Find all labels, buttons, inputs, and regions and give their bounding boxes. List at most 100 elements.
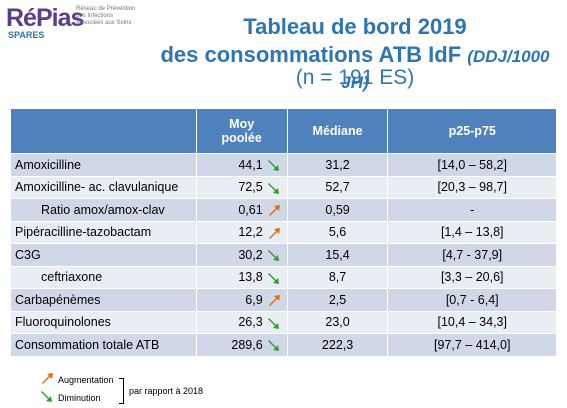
cell-text: Amoxicilline [15, 157, 81, 172]
table-row: Amoxicilline 44,1 31,2 [14,0 – 58,2] [10, 153, 557, 177]
table-cell: 0,61 [195, 198, 288, 222]
table-cell: 8,7 [286, 265, 389, 289]
table-cell: ceftriaxone [10, 265, 197, 289]
table-cell: C3G [10, 243, 197, 267]
cell-text: 222,3 [321, 337, 354, 352]
table-cell: 26,3 [195, 310, 288, 334]
subtitle: (n = 191 ES) [295, 66, 415, 89]
title: Tableau de bord 2019 [243, 14, 467, 39]
table-row: Fluoroquinolones 26,3 23,0 [10,4 – 34,3] [10, 310, 557, 334]
table-cell: 5,6 [286, 220, 389, 244]
table-cell: 2,5 [286, 288, 389, 312]
table-cell: [10,4 – 34,3] [387, 310, 557, 334]
cell-text: Fluoroquinolones [15, 315, 111, 330]
cell-text: [0,7 - 6,4] [445, 292, 499, 307]
table-row: C3G 30,2 15,4 [4,7 - 37,9] [10, 243, 557, 267]
table-cell: [1,4 – 13,8] [387, 220, 557, 244]
legend-note: par rapport à 2018 [129, 386, 204, 396]
cell-text: 31,2 [325, 157, 350, 172]
table-cell: 289,6 [195, 333, 288, 357]
table-cell: Consommation totale ATB [10, 333, 197, 357]
cell-text: 30,2 [238, 247, 263, 262]
header-row: Moy poolée Médiane p25-p75 [10, 108, 557, 154]
table-cell: 72,5 [195, 175, 288, 199]
cell-text: 26,3 [238, 315, 263, 330]
table-cell: 30,2 [195, 243, 288, 267]
cell-text: 72,5 [238, 180, 263, 195]
cell-text: [10,4 – 34,3] [437, 315, 507, 330]
table-cell: 0,59 [286, 198, 389, 222]
arrow-up [267, 292, 283, 308]
table-cell: 15,4 [286, 243, 389, 267]
cell-text: 0,59 [325, 202, 350, 217]
legend-down-icon [40, 388, 56, 404]
cell-text: [20,3 – 98,7] [437, 180, 507, 195]
logo: RéPias [6, 4, 84, 32]
cell-text: 289,6 [231, 337, 263, 352]
legend-down: Diminution [58, 393, 101, 403]
table-cell: Ratio amox/amox-clav [10, 198, 197, 222]
arrow-down [267, 337, 283, 353]
cell-text: 2,5 [328, 292, 347, 307]
cell-text: 8,7 [328, 270, 347, 285]
table-cell: - [387, 198, 557, 222]
cell-text: Ratio amox/amox-clav [41, 202, 165, 217]
table-cell: [4,7 - 37,9] [387, 243, 557, 267]
cell-text: [97,7 – 414,0] [434, 337, 511, 352]
cell-text: Consommation totale ATB [15, 337, 160, 352]
header-cell: p25-p75 [387, 108, 557, 154]
arrow-up [267, 225, 283, 241]
table: Moy poolée Médiane p25-p75 Amoxicilline 4… [10, 108, 557, 357]
cell-text: 15,4 [325, 247, 350, 262]
cell-text: 0,61 [238, 202, 263, 217]
table-cell: Pipéracilline-tazobactam [10, 220, 197, 244]
bracket [119, 378, 124, 404]
table-cell: Amoxicilline [10, 153, 197, 177]
cell-text: [14,0 – 58,2] [437, 157, 507, 172]
legend-up: Augmentation [58, 375, 114, 385]
table-cell: [20,3 – 98,7] [387, 175, 557, 199]
cell-text: Amoxicilline- ac. clavulanique [15, 180, 179, 195]
table-cell: 12,2 [195, 220, 288, 244]
cell-text: 52,7 [325, 180, 350, 195]
table-row: Ratio amox/amox-clav 0,61 0,59 - [10, 198, 557, 222]
table-cell: [3,3 – 20,6] [387, 265, 557, 289]
cell-text: 6,9 [245, 292, 263, 307]
arrow-up [267, 202, 283, 218]
cell-text: 44,1 [238, 157, 263, 172]
cell-text: [1,4 – 13,8] [440, 225, 504, 240]
table-cell: 44,1 [195, 153, 288, 177]
header-cell: Moy poolée [195, 108, 288, 154]
cell-text: Carbapénèmes [15, 292, 101, 307]
header-cell: Médiane [286, 108, 389, 154]
cell-text: C3G [15, 247, 41, 262]
header-cell [10, 108, 197, 154]
table-cell: 6,9 [195, 288, 288, 312]
table-cell: Amoxicilline- ac. clavulanique [10, 175, 197, 199]
table-cell: Carbapénèmes [10, 288, 197, 312]
cell-text: - [470, 202, 475, 217]
cell-text: ceftriaxone [41, 270, 103, 285]
title-unit: (DDJ/1000 JH) [341, 47, 550, 92]
table-row: Carbapénèmes 6,9 2,5 [0,7 - 6,4] [10, 288, 557, 312]
cell-text: [3,3 – 20,6] [440, 270, 504, 285]
cell-text: 13,8 [238, 270, 263, 285]
tagline: Réseau de Prévention des Infections Asso… [76, 6, 136, 26]
cell-text: Pipéracilline-tazobactam [15, 225, 152, 240]
table-cell: 52,7 [286, 175, 389, 199]
table-row: Pipéracilline-tazobactam 12,2 5,6 [1,4 – 13… [10, 220, 557, 244]
table-row: Consommation totale ATB 289,6 222,3 [97,7 –… [10, 333, 557, 357]
table-cell: [97,7 – 414,0] [387, 333, 557, 357]
arrow-down [267, 270, 283, 286]
table-row: ceftriaxone 13,8 8,7 [3,3 – 20,6] [10, 265, 557, 289]
table-cell: 13,8 [195, 265, 288, 289]
legend-up-icon [40, 370, 56, 386]
table-cell: Fluoroquinolones [10, 310, 197, 334]
cell-text: 5,6 [328, 225, 347, 240]
arrow-down [267, 157, 283, 173]
arrow-down [267, 315, 283, 331]
cell-text: [4,7 - 37,9] [442, 247, 503, 262]
cell-text: 12,2 [238, 225, 263, 240]
arrow-down [267, 247, 283, 263]
